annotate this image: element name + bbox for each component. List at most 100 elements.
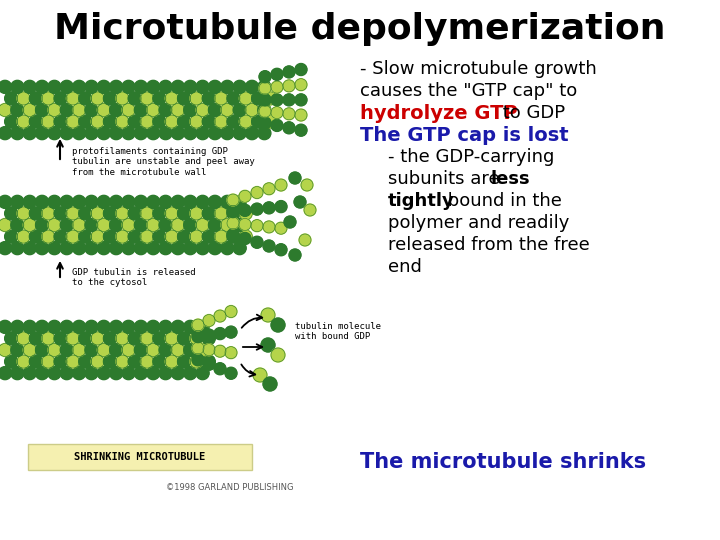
Circle shape (259, 71, 271, 83)
Circle shape (261, 308, 275, 322)
Circle shape (91, 115, 104, 128)
Circle shape (178, 92, 191, 105)
Circle shape (196, 320, 209, 333)
Circle shape (192, 354, 204, 366)
Circle shape (221, 241, 234, 255)
Circle shape (192, 319, 204, 331)
Circle shape (253, 368, 267, 382)
Circle shape (190, 355, 203, 368)
Circle shape (184, 320, 197, 333)
Circle shape (23, 219, 36, 232)
Circle shape (246, 80, 258, 93)
Circle shape (165, 355, 179, 368)
Circle shape (104, 207, 117, 220)
Circle shape (128, 92, 141, 105)
Circle shape (227, 194, 239, 206)
Circle shape (42, 355, 55, 368)
Circle shape (171, 219, 184, 232)
Circle shape (122, 343, 135, 356)
Circle shape (214, 345, 226, 357)
Circle shape (283, 66, 295, 78)
Circle shape (30, 230, 42, 243)
Circle shape (190, 92, 203, 105)
Circle shape (159, 320, 172, 333)
Circle shape (11, 80, 24, 93)
Circle shape (159, 219, 172, 232)
Circle shape (283, 80, 295, 92)
Circle shape (109, 241, 122, 255)
Circle shape (122, 320, 135, 333)
Circle shape (153, 207, 166, 220)
Circle shape (239, 190, 251, 202)
Circle shape (171, 367, 184, 380)
Circle shape (128, 355, 141, 368)
Circle shape (259, 105, 271, 117)
Circle shape (60, 195, 73, 208)
Circle shape (165, 92, 179, 105)
Circle shape (91, 332, 104, 345)
Circle shape (283, 122, 295, 134)
Circle shape (85, 241, 98, 255)
Circle shape (85, 195, 98, 208)
Circle shape (109, 367, 122, 380)
Circle shape (23, 320, 36, 333)
Circle shape (135, 104, 148, 117)
Circle shape (203, 358, 215, 370)
Circle shape (221, 219, 234, 232)
Circle shape (60, 80, 73, 93)
Circle shape (66, 230, 79, 243)
Text: ©1998 GARLAND PUBLISHING: ©1998 GARLAND PUBLISHING (166, 483, 294, 492)
Circle shape (209, 127, 222, 140)
Circle shape (4, 355, 18, 368)
Circle shape (159, 127, 172, 140)
Circle shape (42, 115, 55, 128)
Circle shape (289, 249, 301, 261)
Circle shape (128, 230, 141, 243)
Text: Microtubule depolymerization: Microtubule depolymerization (54, 12, 666, 46)
Circle shape (109, 343, 122, 356)
Circle shape (135, 343, 148, 356)
Circle shape (85, 104, 98, 117)
Circle shape (171, 320, 184, 333)
Circle shape (159, 80, 172, 93)
Circle shape (140, 115, 153, 128)
Circle shape (35, 320, 48, 333)
Circle shape (263, 202, 275, 214)
Circle shape (153, 115, 166, 128)
Circle shape (78, 355, 91, 368)
Circle shape (116, 332, 129, 345)
Circle shape (184, 80, 197, 93)
Circle shape (275, 201, 287, 213)
Circle shape (73, 104, 86, 117)
Circle shape (42, 230, 55, 243)
Circle shape (11, 127, 24, 140)
Circle shape (91, 230, 104, 243)
Circle shape (97, 367, 110, 380)
Circle shape (11, 343, 24, 356)
Circle shape (196, 241, 209, 255)
Circle shape (17, 115, 30, 128)
Circle shape (140, 355, 153, 368)
Circle shape (171, 343, 184, 356)
Circle shape (91, 355, 104, 368)
Circle shape (122, 367, 135, 380)
Circle shape (0, 343, 12, 356)
Circle shape (4, 207, 18, 220)
Circle shape (66, 115, 79, 128)
Circle shape (135, 80, 148, 93)
Circle shape (209, 195, 222, 208)
Circle shape (209, 80, 222, 93)
Circle shape (23, 367, 36, 380)
Circle shape (227, 92, 240, 105)
Circle shape (190, 115, 203, 128)
Circle shape (60, 241, 73, 255)
Circle shape (184, 367, 197, 380)
Circle shape (159, 367, 172, 380)
Circle shape (239, 218, 251, 231)
Circle shape (147, 219, 160, 232)
Circle shape (48, 104, 61, 117)
Circle shape (153, 230, 166, 243)
Circle shape (23, 104, 36, 117)
Circle shape (109, 320, 122, 333)
Circle shape (227, 230, 240, 243)
